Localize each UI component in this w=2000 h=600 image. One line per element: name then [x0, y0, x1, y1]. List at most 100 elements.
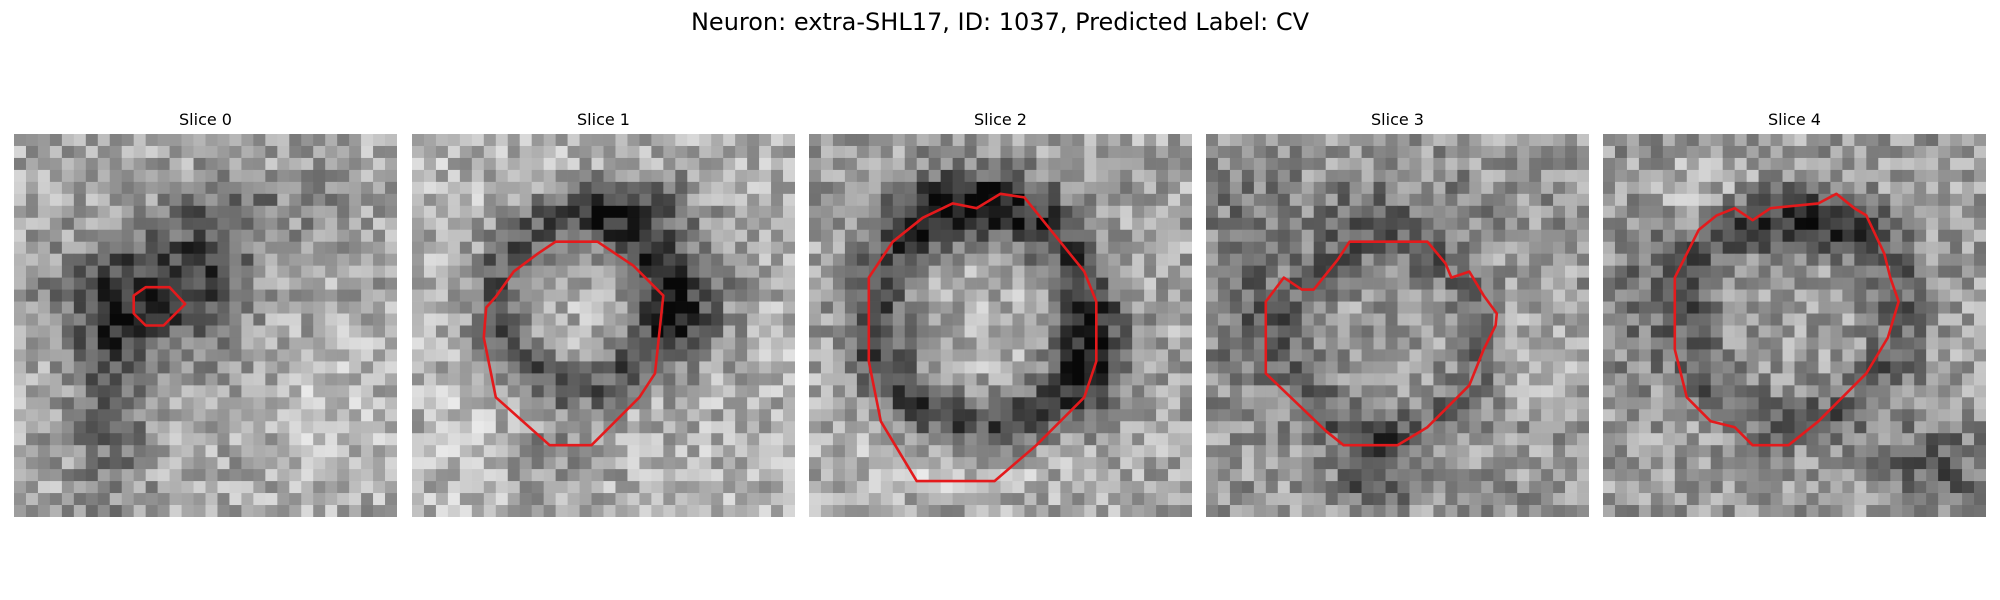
pixel: [832, 325, 846, 338]
pixel: [771, 505, 784, 517]
pixel: [121, 433, 135, 446]
pixel: [1060, 457, 1073, 470]
pixel: [1457, 157, 1470, 171]
pixel: [1866, 253, 1879, 267]
pixel: [1433, 145, 1446, 159]
pixel: [37, 313, 51, 326]
pixel: [49, 385, 63, 398]
pixel: [385, 265, 397, 278]
pixel: [579, 193, 592, 207]
pixel: [483, 313, 497, 326]
pixel: [157, 169, 170, 183]
pixel: [1890, 445, 1903, 458]
pixel: [1710, 145, 1724, 159]
pixel: [277, 181, 290, 195]
pixel: [1265, 325, 1279, 338]
pixel: [1397, 445, 1410, 458]
pixel: [1108, 277, 1121, 290]
pixel: [1806, 217, 1819, 231]
pixel: [904, 277, 918, 290]
pixel: [928, 385, 942, 398]
pixel: [940, 277, 953, 290]
pixel: [1469, 241, 1482, 255]
pixel: [495, 313, 509, 326]
pixel: [1289, 301, 1303, 314]
pixel: [783, 217, 795, 231]
pixel: [1084, 217, 1097, 231]
pixel: [313, 241, 326, 255]
pixel: [1962, 397, 1975, 410]
pixel: [1493, 337, 1506, 350]
pixel: [1421, 409, 1434, 422]
pixel: [25, 481, 39, 494]
pixel: [639, 325, 652, 338]
pixel: [145, 241, 158, 255]
pixel: [543, 349, 556, 362]
pixel: [447, 253, 461, 267]
pixel: [1698, 193, 1712, 207]
pixel: [61, 277, 75, 290]
pixel: [1722, 373, 1736, 386]
pixel: [205, 145, 218, 159]
pixel: [1241, 445, 1255, 458]
pixel: [1553, 493, 1566, 506]
pixel: [1132, 445, 1145, 458]
pixel: [1794, 193, 1807, 207]
pixel: [25, 349, 39, 362]
pixel: [169, 193, 182, 207]
pixel: [435, 325, 449, 338]
pixel: [1217, 385, 1231, 398]
pixel: [73, 289, 87, 302]
pixel: [591, 409, 604, 422]
pixel: [1553, 241, 1566, 255]
pixel: [615, 457, 628, 470]
pixel: [49, 325, 63, 338]
pixel: [181, 397, 194, 410]
pixel: [699, 313, 712, 326]
pixel: [904, 337, 918, 350]
pixel: [1241, 361, 1255, 374]
pixel: [1433, 397, 1446, 410]
pixel: [337, 337, 350, 350]
pixel: [313, 229, 326, 243]
pixel: [735, 277, 748, 290]
pixel: [1433, 457, 1446, 470]
pixel: [1493, 385, 1506, 398]
pixel: [1926, 397, 1939, 410]
pixel: [1517, 313, 1530, 326]
pixel: [567, 361, 580, 374]
pixel: [1325, 277, 1339, 290]
pixel: [121, 289, 135, 302]
pixel: [820, 385, 834, 398]
pixel: [1012, 457, 1025, 470]
pixel: [1361, 145, 1374, 159]
pixel: [543, 361, 556, 374]
pixel: [567, 265, 580, 278]
pixel: [1277, 193, 1291, 207]
pixel: [1397, 337, 1410, 350]
pixel: [1938, 277, 1951, 290]
pixel: [1277, 301, 1291, 314]
pixel: [1890, 217, 1903, 231]
pixel: [964, 301, 977, 314]
pixel: [289, 145, 302, 159]
pixel: [349, 421, 362, 434]
pixel: [1206, 373, 1219, 386]
pixel: [1770, 301, 1783, 314]
pixel: [832, 397, 846, 410]
pixel: [579, 337, 592, 350]
pixel: [1096, 181, 1109, 195]
pixel: [1373, 217, 1386, 231]
pixel: [229, 481, 242, 494]
pixel: [241, 397, 254, 410]
pixel: [988, 481, 1001, 494]
pixel: [1481, 349, 1494, 362]
pixel: [1481, 421, 1494, 434]
pixel: [1505, 505, 1518, 517]
pixel: [265, 409, 278, 422]
pixel: [579, 169, 592, 183]
pixel: [639, 145, 652, 159]
pixel: [385, 241, 397, 255]
pixel: [85, 373, 99, 386]
pixel: [856, 349, 870, 362]
